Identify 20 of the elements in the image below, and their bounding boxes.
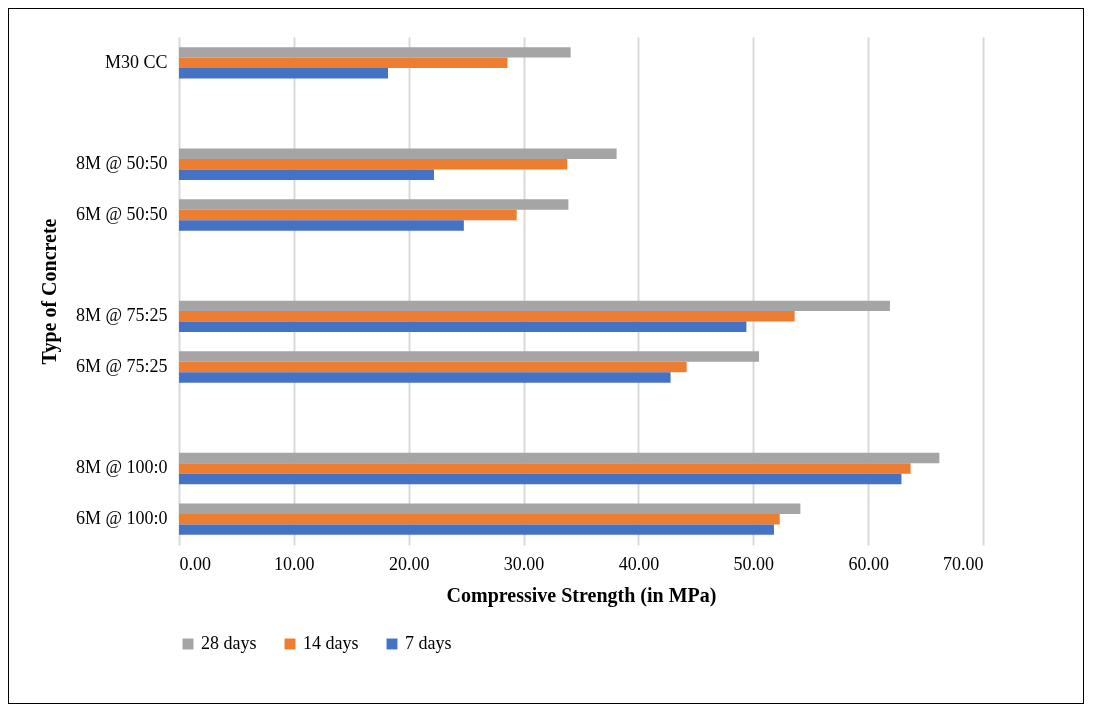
x-tick-label: 0.00 xyxy=(179,553,211,574)
y-tick-label: 8M @ 100:0 xyxy=(75,457,168,478)
x-tick-label: 70.00 xyxy=(943,553,984,574)
x-tick-label: 30.00 xyxy=(503,553,545,574)
y-tick-label: 8M @ 50:50 xyxy=(75,153,168,174)
legend-label: 14 days xyxy=(303,633,359,653)
x-tick-label: 60.00 xyxy=(848,553,889,574)
legend-label: 28 days xyxy=(201,633,257,653)
x-tick-label: 50.00 xyxy=(733,553,775,574)
y-tick-label: 8M @ 75:25 xyxy=(75,305,168,326)
x-tick-label: 40.00 xyxy=(618,553,660,574)
y-axis-title: Type of Concrete xyxy=(37,218,61,365)
x-tick-label: 10.00 xyxy=(274,553,315,574)
x-axis-title: Compressive Strength (in MPa) xyxy=(446,583,717,607)
y-tick-label: 6M @ 50:50 xyxy=(75,203,168,224)
y-tick-label: 6M @ 100:0 xyxy=(75,508,168,529)
legend-label: 7 days xyxy=(405,633,452,653)
x-tick-label: 20.00 xyxy=(388,553,430,574)
y-tick-label: 6M @ 75:25 xyxy=(75,356,168,377)
y-tick-label: M30 CC xyxy=(104,51,168,72)
